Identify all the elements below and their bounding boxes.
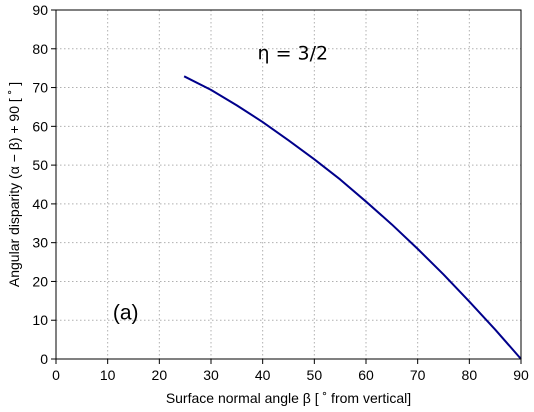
y-tick-label: 20 xyxy=(32,273,48,289)
x-tick-label: 90 xyxy=(513,367,529,383)
x-tick-label: 80 xyxy=(462,367,478,383)
x-tick-label: 60 xyxy=(358,367,374,383)
series-layer xyxy=(183,75,522,360)
x-tick-label: 40 xyxy=(255,367,271,383)
y-tick-label: 80 xyxy=(32,41,48,57)
x-tick-label: 70 xyxy=(410,367,426,383)
y-tick-label: 70 xyxy=(32,80,48,96)
x-tick-label: 50 xyxy=(307,367,323,383)
y-axis-label: Angular disparity (α − β) + 90 [ ˚ ] xyxy=(6,82,22,287)
x-tick-label: 10 xyxy=(100,367,116,383)
axis-ticks: 0 10 20 30 40 50 60 70 80 90 0 10 20 30 40 50 60 70 80 90 xyxy=(32,2,529,383)
x-tick-label: 0 xyxy=(52,367,60,383)
y-tick-label: 90 xyxy=(32,2,48,18)
grid-lines xyxy=(56,10,521,359)
x-tick-label: 20 xyxy=(152,367,168,383)
y-tick-label: 30 xyxy=(32,235,48,251)
plot-frame xyxy=(55,9,522,360)
x-axis-label: Surface normal angle β [ ˚ from vertical… xyxy=(166,390,411,406)
y-tick-label: 0 xyxy=(40,351,48,367)
annotation-panel-label: (a) xyxy=(113,301,139,324)
x-tick-label: 30 xyxy=(203,367,219,383)
y-tick-label: 60 xyxy=(32,118,48,134)
y-tick-label: 10 xyxy=(32,312,48,328)
series-line xyxy=(183,75,522,360)
y-tick-label: 50 xyxy=(32,157,48,173)
y-tick-label: 40 xyxy=(32,196,48,212)
annotation-eta: η = 3/2 xyxy=(258,43,329,65)
